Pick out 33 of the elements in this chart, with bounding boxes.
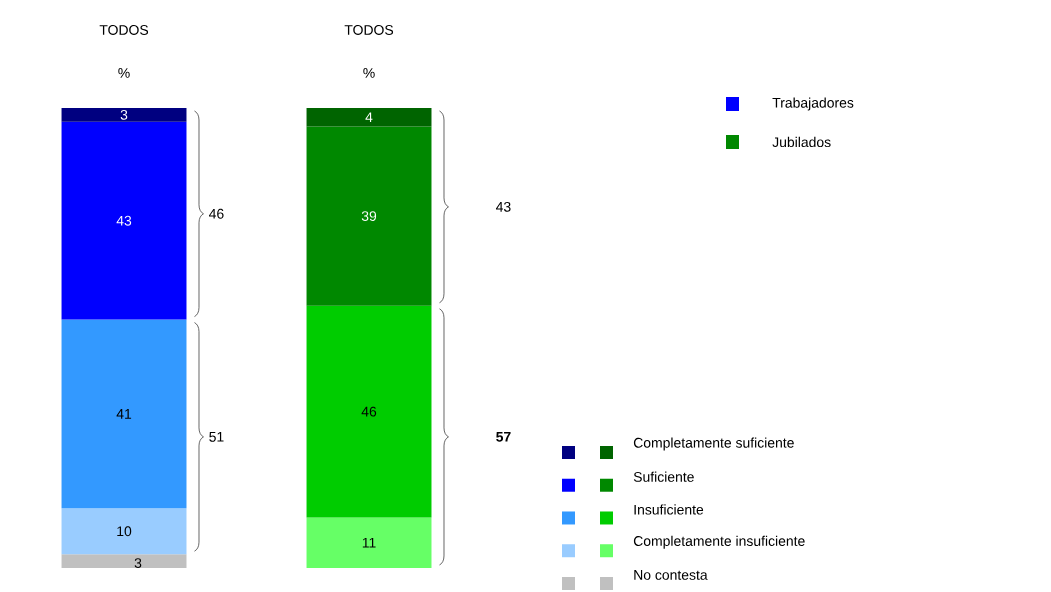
x-tick-label: TODOS [99, 25, 149, 35]
bar [61, 554, 187, 568]
annotation: 51 [209, 432, 224, 442]
text: 57 [496, 432, 511, 442]
legend-label: No contesta [634, 570, 708, 580]
x-tick-label: TODOS [344, 25, 394, 35]
data-label: 41 [116, 409, 132, 419]
bar [306, 305, 432, 518]
bar [61, 319, 187, 509]
data-label: 43 [116, 215, 132, 226]
bar [61, 121, 187, 320]
legend-label: Completamente insuficiente [633, 535, 805, 549]
legend-label: Insuficiente [634, 504, 704, 515]
bar [306, 517, 432, 568]
bar [306, 126, 432, 306]
data-label: 3 [120, 109, 128, 120]
data-label: 11 [362, 537, 376, 548]
legend-label: Completamente suficiente [633, 437, 794, 451]
legend-label: Suficiente [633, 471, 694, 482]
data-label: 39 [361, 211, 377, 222]
bar [61, 107, 187, 122]
bar [306, 107, 432, 127]
data-label: 3 [134, 558, 142, 569]
text: Trabajadores [772, 97, 854, 111]
data-label: 46 [361, 406, 377, 417]
data-label: 10 [117, 526, 132, 537]
annotation: 46 [209, 208, 224, 219]
text: % [118, 68, 130, 78]
text: 43 [496, 201, 511, 212]
text: Jubilados [772, 136, 831, 148]
data-label: 4 [365, 112, 373, 122]
text: % [363, 68, 375, 78]
bar [61, 508, 187, 555]
